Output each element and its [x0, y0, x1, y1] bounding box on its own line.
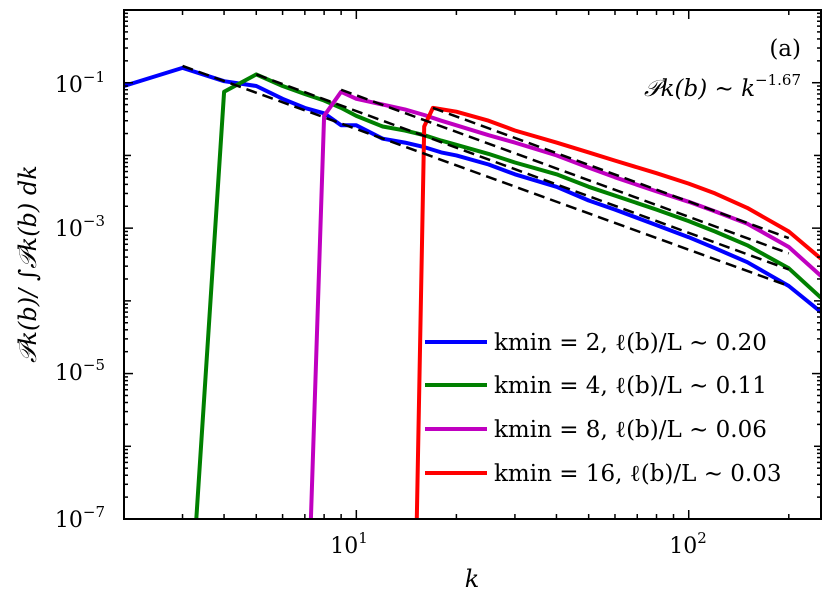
legend-label-3: kmin = 8, ℓ(b)/L ∼ 0.06 [494, 417, 767, 443]
x-axis-label: k [465, 565, 480, 593]
fit-lines-layer [182, 64, 790, 288]
fit-line-3 [340, 88, 790, 255]
series-line-4 [414, 105, 821, 519]
y-tick-labels: 10−1 10−3 10−5 10−7 [55, 68, 105, 533]
fit-annotation-exponent: −1.67 [755, 71, 801, 89]
series-line-1 [124, 65, 821, 314]
legend-label-2: kmin = 4, ℓ(b)/L ∼ 0.11 [494, 373, 767, 399]
panel-label: (a) [769, 36, 801, 62]
y-axis-label: 𝒫k(b)/ ∫𝒫k(b) dk [14, 165, 42, 363]
fit-annotation: 𝒫k(b) ∼ k−1.67 [644, 71, 801, 102]
legend: kmin = 2, ℓ(b)/L ∼ 0.20 kmin = 4, ℓ(b)/L… [425, 330, 782, 487]
y-tick-label-3: 10−5 [55, 356, 105, 386]
fit-annotation-lhs: 𝒫k(b) ∼ k [644, 76, 755, 102]
legend-entry-2: kmin = 4, ℓ(b)/L ∼ 0.11 [425, 373, 767, 399]
legend-label-4: kmin = 16, ℓ(b)/L ∼ 0.03 [494, 461, 782, 487]
series-layer [124, 65, 821, 519]
legend-entry-4: kmin = 16, ℓ(b)/L ∼ 0.03 [425, 461, 782, 487]
y-tick-label-1: 10−1 [55, 68, 105, 98]
x-tick-labels: 101 102 [330, 529, 707, 559]
plot-frame [123, 9, 822, 520]
fit-line-1 [182, 64, 790, 288]
legend-label-1: kmin = 2, ℓ(b)/L ∼ 0.20 [494, 330, 767, 356]
series-line-2 [194, 72, 821, 519]
fit-line-2 [255, 73, 790, 271]
legend-entry-3: kmin = 8, ℓ(b)/L ∼ 0.06 [425, 417, 767, 443]
x-tick-label-1: 101 [330, 529, 368, 559]
ticks-layer [123, 9, 821, 520]
x-tick-label-2: 102 [669, 529, 707, 559]
legend-entry-1: kmin = 2, ℓ(b)/L ∼ 0.20 [425, 330, 767, 356]
y-tick-label-4: 10−7 [55, 503, 105, 533]
fit-line-4 [432, 106, 790, 240]
y-tick-label-2: 10−3 [55, 212, 105, 242]
